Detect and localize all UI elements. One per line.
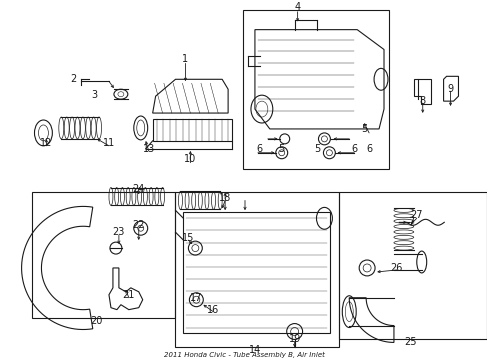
Text: 8: 8 [419,96,425,106]
Text: 5: 5 [278,144,285,154]
Text: 15: 15 [182,233,194,243]
Text: 2: 2 [70,74,76,84]
Text: 6: 6 [350,144,357,154]
Text: 14: 14 [248,345,261,355]
Text: 6: 6 [256,144,263,154]
Text: 19: 19 [288,334,300,345]
Bar [183,212,330,333]
Text: 26: 26 [390,263,402,273]
Text: 2011 Honda Civic - Tube Assembly B, Air Inlet: 2011 Honda Civic - Tube Assembly B, Air … [163,352,324,359]
Bar [339,193,486,339]
Text: 7: 7 [408,217,414,227]
Text: 22: 22 [132,220,145,230]
Text: 16: 16 [207,305,219,315]
Text: 27: 27 [410,210,422,220]
Text: 1: 1 [182,54,188,64]
Text: 13: 13 [142,144,155,154]
Bar [175,193,339,347]
Text: 23: 23 [112,227,125,237]
Text: 4: 4 [294,2,300,12]
Text: 24: 24 [132,184,144,194]
Text: 12: 12 [40,138,53,148]
Text: 9: 9 [447,84,453,94]
Text: 5: 5 [314,144,320,154]
Bar [152,119,232,141]
Bar [31,193,175,318]
Text: 10: 10 [184,154,196,164]
Text: 20: 20 [90,316,102,325]
Text: 11: 11 [102,138,115,148]
Text: 5: 5 [360,124,366,134]
Text: 25: 25 [404,337,416,347]
Text: 3: 3 [91,90,97,100]
Bar [243,10,388,168]
Text: 21: 21 [122,290,135,300]
Text: 17: 17 [190,293,202,303]
Text: 18: 18 [219,193,231,203]
Text: 6: 6 [366,144,371,154]
